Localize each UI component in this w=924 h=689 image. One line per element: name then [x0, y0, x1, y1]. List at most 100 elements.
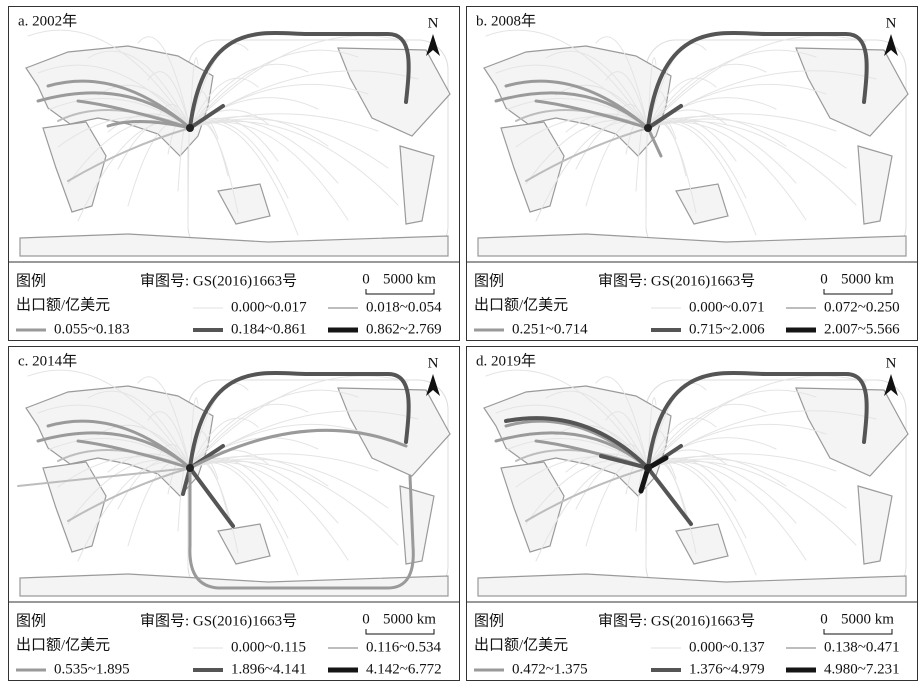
flow-line	[67, 127, 191, 182]
legend-class: 1.376~4.979	[689, 661, 765, 677]
flow-line	[36, 431, 192, 470]
minor-flow	[189, 375, 409, 469]
panel: b. 2008年 N 图例 审图号: GS(2016)1663号 0 5000 km 出口额…	[466, 6, 918, 341]
minor-flow	[647, 397, 657, 469]
flow-line	[188, 428, 408, 470]
minor-flow	[189, 120, 289, 199]
legend-title: 图例	[474, 272, 504, 289]
north-arrow	[884, 374, 898, 396]
landmass	[857, 485, 893, 565]
minor-flow	[189, 57, 199, 129]
scale-label: 5000 km	[841, 271, 894, 287]
legend-class: 0.000~0.115	[231, 639, 306, 655]
flow-line	[525, 127, 649, 182]
minor-flow	[485, 369, 649, 469]
north-arrow	[426, 374, 440, 396]
minor-flow	[147, 71, 191, 129]
minor-flow	[647, 77, 717, 129]
landmass	[477, 233, 907, 257]
landmass	[795, 387, 909, 477]
north-label: N	[886, 15, 897, 31]
flow-line	[67, 467, 191, 522]
minor-flow	[647, 403, 767, 469]
legend-class: 0.715~2.006	[689, 321, 765, 337]
flow-line	[646, 370, 869, 470]
minor-flow	[189, 403, 309, 469]
panel: c. 2014年 N 图例 审图号: GS(2016)1663号 0 5000 km 出口额…	[8, 346, 460, 681]
legend-class: 0.072~0.250	[824, 299, 900, 315]
minor-flow	[137, 36, 191, 129]
minor-flow	[189, 77, 259, 129]
minor-flow	[647, 121, 857, 206]
minor-flow	[189, 121, 399, 206]
north-label: N	[428, 15, 439, 31]
minor-flow	[27, 29, 191, 129]
legend-class: 4.980~7.231	[824, 661, 900, 677]
north-arrow	[426, 34, 440, 56]
legend-unit: 出口额/亿美元	[16, 296, 110, 313]
origin-china	[644, 464, 652, 472]
panel: a. 2002年 N 图例 审图号: GS(2016)1663号 0 5000 km 出口额…	[8, 6, 460, 341]
landmass	[477, 573, 907, 597]
landmass	[42, 461, 107, 553]
legend-class: 0.018~0.054	[366, 299, 442, 315]
minor-flow	[647, 453, 837, 472]
minor-flow	[605, 411, 649, 469]
flow-line	[188, 30, 411, 130]
minor-flow	[189, 455, 329, 487]
legend-class: 2.007~5.566	[824, 321, 900, 337]
minor-flow	[137, 376, 191, 469]
landmass	[217, 183, 271, 225]
landmass	[857, 145, 893, 225]
scale-label: 5000 km	[383, 271, 436, 287]
panel-label: c. 2014年	[18, 352, 77, 369]
landmass	[483, 385, 672, 497]
landmass	[399, 145, 435, 225]
legend-class: 4.142~6.772	[366, 661, 442, 677]
landmass	[795, 47, 909, 137]
minor-flow	[647, 120, 747, 199]
flow-line	[188, 466, 235, 528]
minor-flow	[27, 369, 191, 469]
north-label: N	[886, 355, 897, 371]
scale-label: 5000 km	[841, 611, 894, 627]
flow-line	[188, 466, 415, 590]
flow-line	[599, 454, 650, 470]
legend-class: 0.862~2.769	[366, 321, 442, 337]
legend-class: 0.184~0.861	[231, 321, 307, 337]
flow-line	[36, 91, 192, 130]
panel-label: a. 2002年	[18, 12, 77, 29]
landmass	[399, 485, 435, 565]
minor-flow	[37, 404, 191, 469]
landmass	[483, 45, 672, 157]
legend-unit: 出口额/亿美元	[474, 636, 568, 653]
flow-line	[188, 370, 411, 470]
legend-class: 0.000~0.137	[689, 639, 765, 655]
minor-flow	[647, 113, 837, 132]
minor-flow	[189, 397, 199, 469]
origin-china	[186, 464, 194, 472]
flow-line	[525, 467, 649, 522]
landmass	[500, 121, 565, 213]
minor-flow	[37, 64, 191, 129]
flow-line	[494, 91, 650, 130]
minor-flow	[647, 63, 767, 129]
landmass	[337, 387, 451, 477]
origin-china	[186, 124, 194, 132]
flow-line	[17, 467, 191, 487]
flow-line	[188, 104, 225, 130]
minor-flow	[647, 461, 857, 546]
scale-bar	[365, 629, 435, 635]
flow-line	[646, 466, 693, 526]
flow-line	[646, 104, 683, 130]
landmass	[19, 233, 449, 257]
minor-flow	[605, 71, 649, 129]
minor-flow	[647, 35, 867, 129]
scale-bar	[365, 289, 435, 295]
legend-class: 1.896~4.141	[231, 661, 307, 677]
legend-title: 图例	[16, 272, 46, 289]
flow-line	[646, 126, 663, 158]
scale-label: 5000 km	[383, 611, 436, 627]
landmass	[337, 47, 451, 137]
